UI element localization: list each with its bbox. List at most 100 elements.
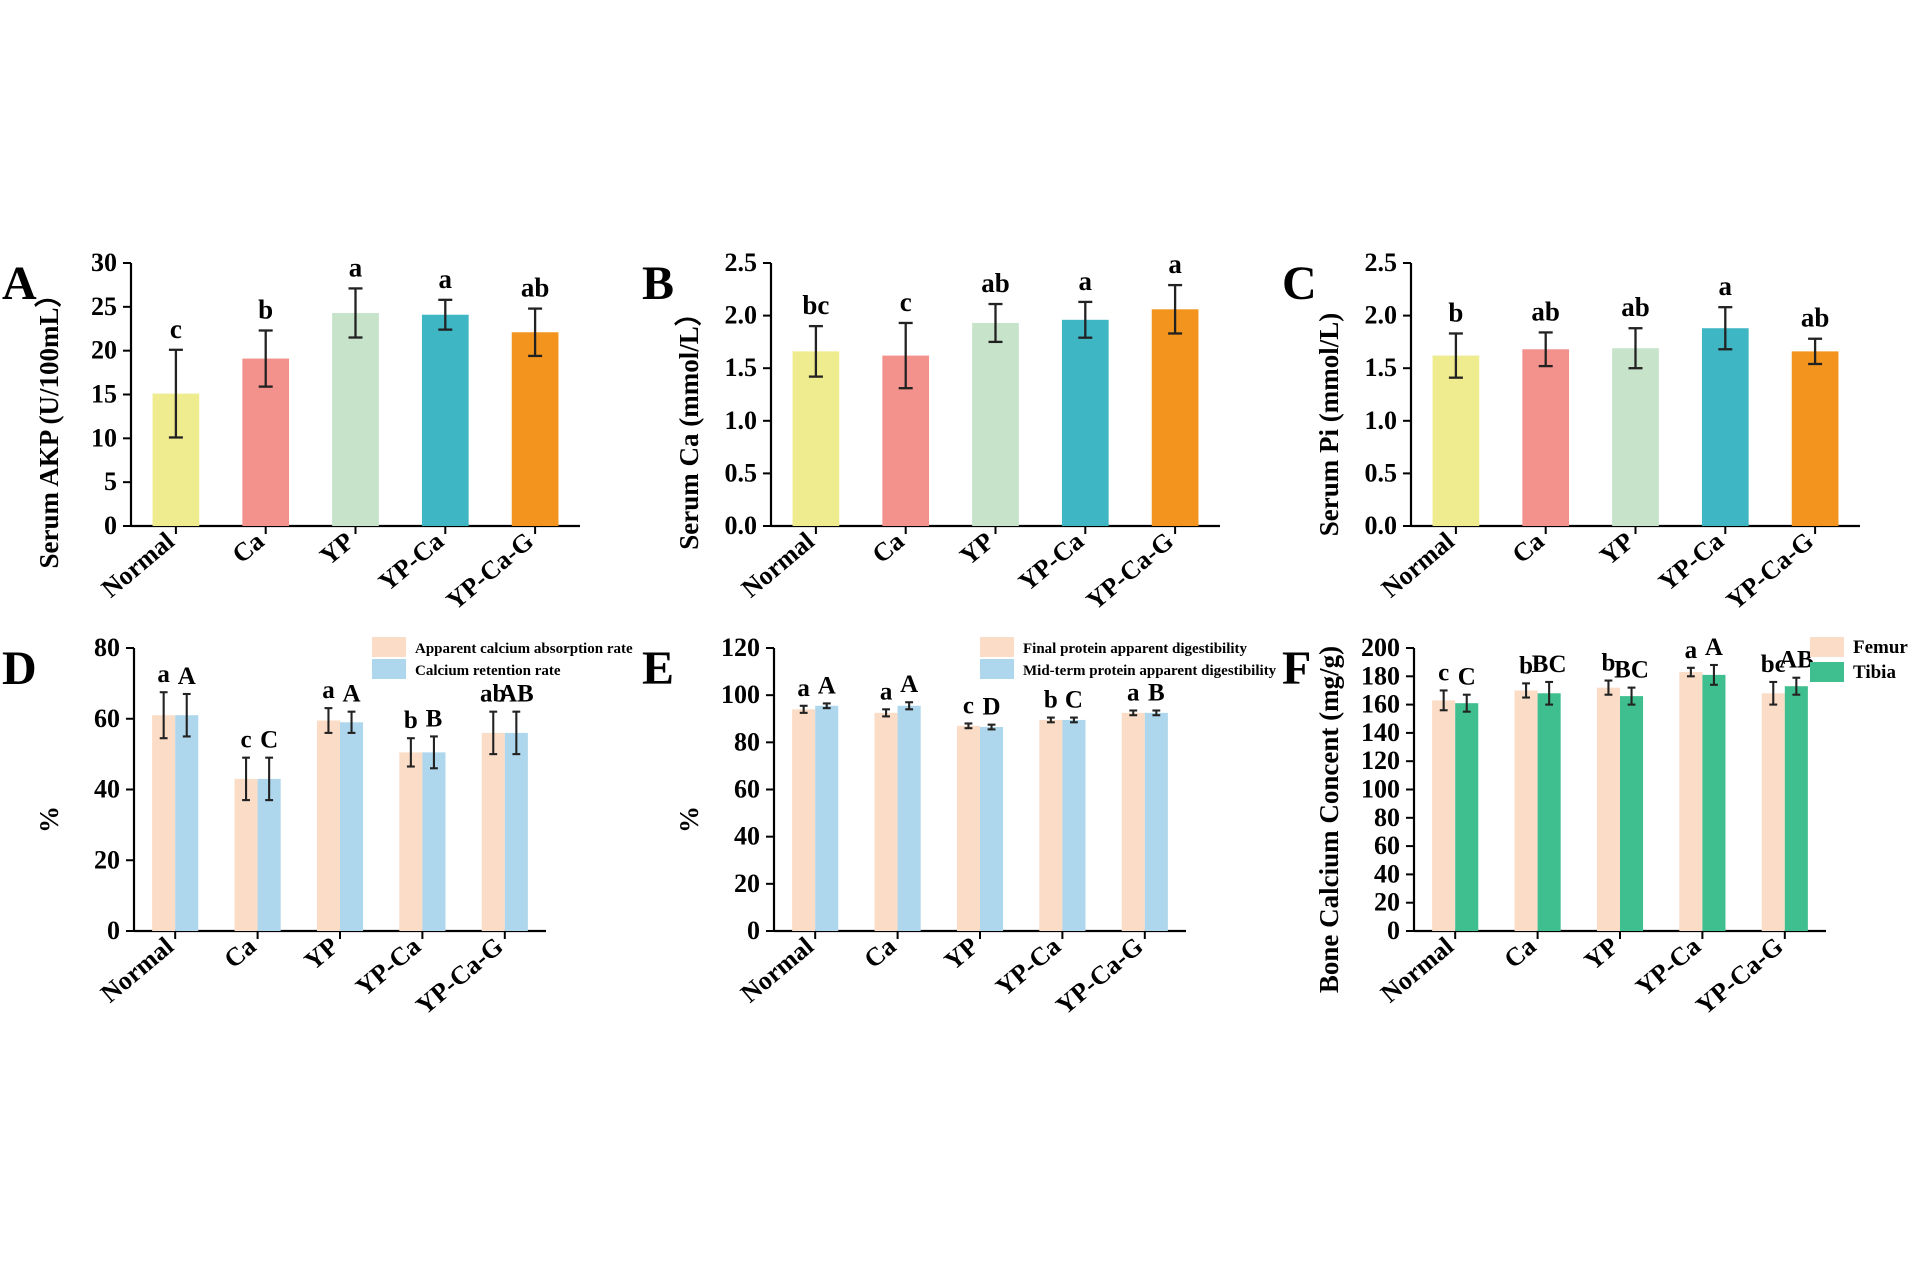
svg-text:0.5: 0.5	[725, 458, 758, 487]
svg-text:YP-Ca: YP-Ca	[990, 931, 1066, 1001]
svg-text:C: C	[1282, 257, 1317, 310]
svg-text:100: 100	[1361, 775, 1400, 804]
svg-text:Final protein apparent digesti: Final protein apparent digestibility	[1023, 641, 1248, 657]
svg-text:20: 20	[91, 336, 117, 365]
svg-text:B: B	[642, 257, 674, 310]
svg-text:%: %	[34, 806, 64, 833]
svg-text:Ca: Ca	[1507, 526, 1550, 569]
svg-text:a: a	[880, 678, 893, 705]
svg-text:80: 80	[734, 727, 760, 756]
svg-text:YP-Ca-G: YP-Ca-G	[1050, 931, 1148, 1020]
svg-text:120: 120	[1361, 746, 1400, 775]
svg-text:%: %	[674, 806, 704, 833]
svg-text:c: c	[963, 692, 974, 719]
svg-text:Calcium retention rate: Calcium retention rate	[415, 663, 561, 679]
svg-text:YP: YP	[299, 931, 344, 976]
svg-text:60: 60	[1374, 831, 1400, 860]
svg-text:E: E	[642, 642, 674, 695]
svg-text:0: 0	[1387, 916, 1400, 945]
svg-text:Ca: Ca	[227, 526, 270, 569]
svg-text:C: C	[260, 727, 278, 754]
svg-text:A: A	[343, 681, 361, 708]
svg-text:Ca: Ca	[867, 526, 910, 569]
svg-text:Femur: Femur	[1853, 637, 1908, 658]
svg-text:YP-Ca: YP-Ca	[1653, 526, 1729, 596]
svg-text:a: a	[1685, 637, 1698, 664]
svg-text:20: 20	[1374, 888, 1400, 917]
svg-text:ab: ab	[981, 268, 1010, 298]
svg-text:B: B	[1148, 680, 1165, 707]
svg-text:80: 80	[94, 633, 120, 662]
svg-text:Serum Pi (mmol/L): Serum Pi (mmol/L)	[1314, 313, 1344, 536]
svg-text:40: 40	[734, 822, 760, 851]
svg-text:C: C	[1065, 687, 1083, 714]
svg-text:1.5: 1.5	[725, 353, 758, 382]
svg-text:b: b	[404, 707, 418, 734]
svg-text:0: 0	[747, 916, 760, 945]
svg-text:YP-Ca-G: YP-Ca-G	[1721, 526, 1819, 615]
svg-text:c: c	[170, 314, 182, 344]
svg-text:YP-Ca-G: YP-Ca-G	[441, 526, 539, 615]
svg-text:0.0: 0.0	[1365, 511, 1398, 540]
svg-text:YP: YP	[1579, 931, 1624, 976]
svg-text:20: 20	[94, 845, 120, 874]
svg-text:Serum AKP (U/100mL）: Serum AKP (U/100mL）	[34, 281, 64, 569]
svg-text:c: c	[1438, 659, 1449, 686]
svg-text:A: A	[178, 663, 196, 690]
svg-text:B: B	[426, 705, 443, 732]
svg-text:2.0: 2.0	[725, 301, 758, 330]
svg-text:YP: YP	[1594, 526, 1639, 571]
svg-text:YP-Ca: YP-Ca	[373, 526, 449, 596]
svg-text:c: c	[900, 287, 912, 317]
svg-text:Ca: Ca	[218, 931, 261, 974]
svg-text:10: 10	[91, 423, 117, 452]
svg-text:BC: BC	[1614, 657, 1649, 684]
svg-text:1.5: 1.5	[1365, 353, 1398, 382]
svg-text:2.5: 2.5	[725, 248, 758, 277]
svg-text:b: b	[258, 295, 273, 325]
svg-text:Tibia: Tibia	[1853, 662, 1896, 683]
svg-text:a: a	[1079, 266, 1093, 296]
svg-text:60: 60	[734, 775, 760, 804]
svg-text:120: 120	[721, 633, 760, 662]
svg-text:a: a	[439, 264, 453, 294]
svg-text:a: a	[1168, 249, 1182, 279]
svg-text:D: D	[2, 642, 37, 695]
svg-text:a: a	[1719, 271, 1733, 301]
svg-text:60: 60	[94, 704, 120, 733]
svg-text:bc: bc	[802, 290, 829, 320]
svg-text:1.0: 1.0	[1365, 406, 1398, 435]
svg-text:5: 5	[104, 467, 117, 496]
svg-text:YP-Ca: YP-Ca	[1013, 526, 1089, 596]
svg-text:Apparent calcium absorption ra: Apparent calcium absorption rate	[415, 641, 633, 657]
svg-text:Ca: Ca	[858, 931, 901, 974]
svg-text:F: F	[1282, 642, 1311, 695]
svg-text:YP-Ca-G: YP-Ca-G	[1690, 931, 1788, 1020]
svg-text:YP-Ca: YP-Ca	[350, 931, 426, 1001]
svg-text:ab: ab	[1531, 296, 1560, 326]
svg-text:AB: AB	[499, 681, 534, 708]
svg-text:0: 0	[107, 916, 120, 945]
svg-text:A: A	[818, 672, 836, 699]
svg-text:a: a	[322, 677, 335, 704]
svg-text:ab: ab	[1801, 303, 1830, 333]
svg-text:YP-Ca-G: YP-Ca-G	[410, 931, 508, 1020]
svg-text:140: 140	[1361, 718, 1400, 747]
svg-text:a: a	[349, 252, 363, 282]
svg-text:A: A	[900, 671, 918, 698]
svg-text:BC: BC	[1532, 651, 1567, 678]
svg-text:25: 25	[91, 292, 117, 321]
svg-text:Bone Calcium Concent (mg/g): Bone Calcium Concent (mg/g)	[1314, 646, 1344, 993]
svg-text:C: C	[1458, 664, 1476, 691]
svg-text:a: a	[157, 661, 170, 688]
svg-text:40: 40	[94, 775, 120, 804]
svg-text:YP: YP	[954, 526, 999, 571]
svg-text:a: a	[797, 675, 810, 702]
svg-text:A: A	[1705, 634, 1723, 661]
svg-text:ab: ab	[521, 273, 550, 303]
svg-text:ab: ab	[1621, 292, 1650, 322]
svg-text:2.0: 2.0	[1365, 301, 1398, 330]
svg-text:100: 100	[721, 680, 760, 709]
svg-text:15: 15	[91, 380, 117, 409]
svg-text:Ca: Ca	[1498, 931, 1541, 974]
